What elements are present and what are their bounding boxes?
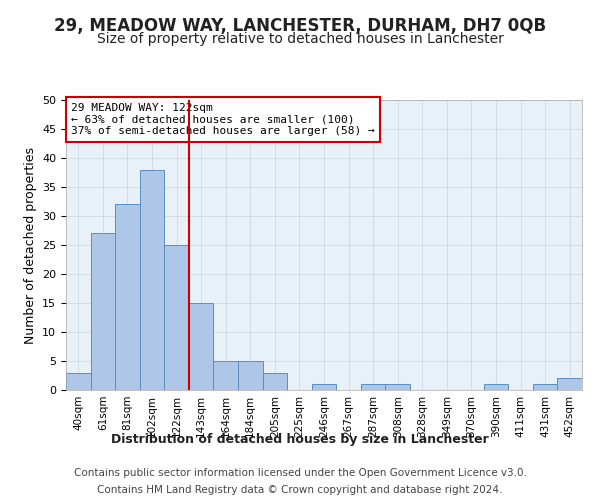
Bar — [238, 361, 263, 390]
Text: Distribution of detached houses by size in Lanchester: Distribution of detached houses by size … — [111, 432, 489, 446]
Bar — [263, 372, 287, 390]
Bar — [66, 372, 91, 390]
Text: Contains public sector information licensed under the Open Government Licence v3: Contains public sector information licen… — [74, 468, 526, 477]
Bar — [164, 245, 189, 390]
Bar — [115, 204, 140, 390]
Bar — [91, 234, 115, 390]
Bar — [484, 384, 508, 390]
Bar — [140, 170, 164, 390]
Bar — [385, 384, 410, 390]
Text: Contains HM Land Registry data © Crown copyright and database right 2024.: Contains HM Land Registry data © Crown c… — [97, 485, 503, 495]
Bar — [214, 361, 238, 390]
Text: 29 MEADOW WAY: 122sqm
← 63% of detached houses are smaller (100)
37% of semi-det: 29 MEADOW WAY: 122sqm ← 63% of detached … — [71, 103, 375, 136]
Bar — [557, 378, 582, 390]
Bar — [361, 384, 385, 390]
Text: 29, MEADOW WAY, LANCHESTER, DURHAM, DH7 0QB: 29, MEADOW WAY, LANCHESTER, DURHAM, DH7 … — [54, 18, 546, 36]
Bar — [533, 384, 557, 390]
Bar — [312, 384, 336, 390]
Bar — [189, 303, 214, 390]
Y-axis label: Number of detached properties: Number of detached properties — [23, 146, 37, 344]
Text: Size of property relative to detached houses in Lanchester: Size of property relative to detached ho… — [97, 32, 503, 46]
